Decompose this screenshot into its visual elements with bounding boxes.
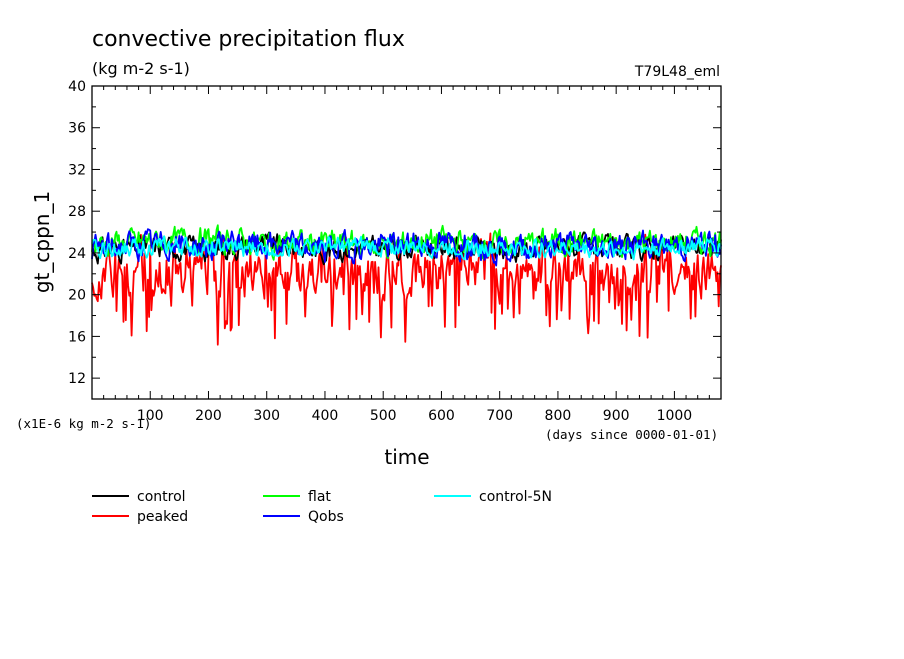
x-unit-note: (days since 0000-01-01) [545, 427, 718, 442]
chart-units: (kg m-2 s-1) [92, 59, 190, 78]
x-axis-label: time [384, 445, 429, 469]
y-tick-label: 32 [68, 162, 86, 178]
plot-frame [91, 85, 722, 400]
y-tick-label: 24 [68, 246, 86, 262]
legend-item-control: control [92, 489, 186, 505]
legend-label: control-5N [479, 489, 552, 505]
series-layer [91, 224, 722, 346]
legend-item-control-5N: control-5N [434, 489, 552, 505]
x-tick-label: 300 [253, 408, 280, 424]
x-tick-label: 600 [428, 408, 455, 424]
legend-item-peaked: peaked [92, 509, 188, 525]
x-tick-label: 500 [370, 408, 397, 424]
chart-title: convective precipitation flux [92, 27, 405, 52]
y-scale-note: (x1E-6 kg m-2 s-1) [16, 416, 151, 431]
run-label: T79L48_eml [634, 64, 720, 80]
series-line-control-5N [91, 235, 722, 261]
y-tick-label: 36 [68, 121, 86, 137]
legend-item-Qobs: Qobs [263, 509, 344, 525]
axis-layer: 12 16 20 24 28 32 36 40 100 200 300 400 500 600 700 800… [68, 79, 721, 424]
legend-label: flat [308, 489, 331, 505]
x-tick-label: 900 [603, 408, 630, 424]
x-tick-label: 700 [486, 408, 513, 424]
y-tick-label: 12 [68, 371, 86, 387]
x-tick-label: 1000 [657, 408, 693, 424]
legend-item-flat: flat [263, 489, 331, 505]
legend-label: Qobs [308, 509, 344, 525]
legend-label: peaked [137, 509, 188, 525]
y-tick-label: 40 [68, 79, 86, 95]
x-tick-label: 200 [195, 408, 222, 424]
x-tick-label: 800 [545, 408, 572, 424]
x-tick-label: 100 [137, 408, 164, 424]
legend-label: control [137, 489, 186, 505]
y-tick-label: 16 [68, 329, 86, 345]
legend: control flat control-5N peaked Qobs [92, 489, 552, 525]
x-tick-label: 400 [312, 408, 339, 424]
y-axis-label: gt_cppn_1 [30, 191, 54, 293]
y-tick-label: 20 [68, 288, 86, 304]
y-tick-label: 28 [68, 204, 86, 220]
